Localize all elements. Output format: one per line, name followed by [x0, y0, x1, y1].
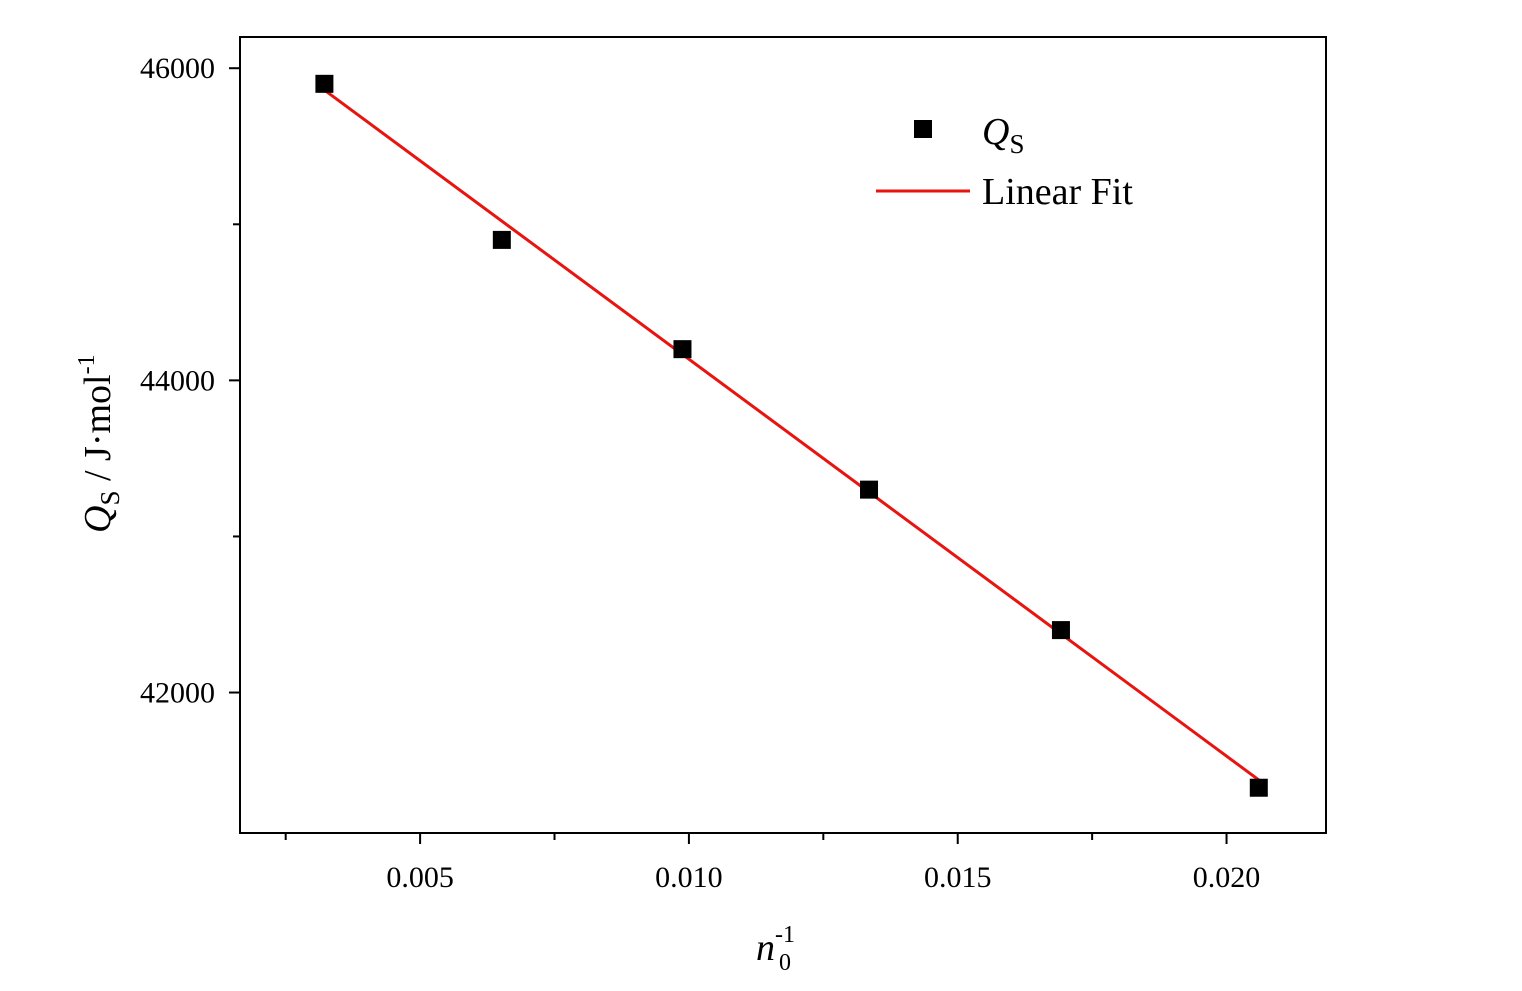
x-tick-label: 0.010 — [655, 861, 723, 894]
data-point — [315, 74, 334, 93]
data-point — [673, 340, 692, 359]
data-point — [1249, 778, 1268, 797]
data-point — [1051, 621, 1070, 640]
linear-fit-line — [323, 88, 1260, 782]
y-tick-label: 46000 — [140, 52, 215, 85]
x-axis-title: n-1 0 — [756, 922, 795, 976]
y-axis-title-superscript: -1 — [74, 354, 100, 374]
x-tick-label: 0.015 — [924, 861, 992, 894]
y-tick-label: 42000 — [140, 677, 215, 710]
y-axis-title: QS / J·mol-1 — [74, 354, 125, 533]
legend-label-qs-subscript: S — [1009, 129, 1024, 159]
x-axis-title-subscript: 0 — [779, 950, 791, 976]
y-axis-title-unit: / J·mol — [77, 374, 119, 490]
data-point — [860, 480, 879, 499]
x-axis-title-superscript: -1 — [775, 922, 795, 948]
legend-label-qs: QS — [982, 111, 1024, 159]
y-tick-label: 44000 — [140, 364, 215, 397]
x-tick-label: 0.020 — [1193, 861, 1261, 894]
legend-marker-square — [914, 120, 932, 138]
plot-area-frame — [239, 36, 1327, 834]
y-axis-title-base: Q — [77, 506, 119, 533]
legend-label-linear-fit: Linear Fit — [982, 171, 1133, 213]
y-axis-title-subscript: S — [95, 491, 125, 506]
legend-label-qs-base: Q — [982, 111, 1009, 153]
x-axis-title-base: n — [756, 927, 775, 969]
x-tick-label: 0.005 — [386, 861, 454, 894]
data-point — [492, 230, 511, 249]
